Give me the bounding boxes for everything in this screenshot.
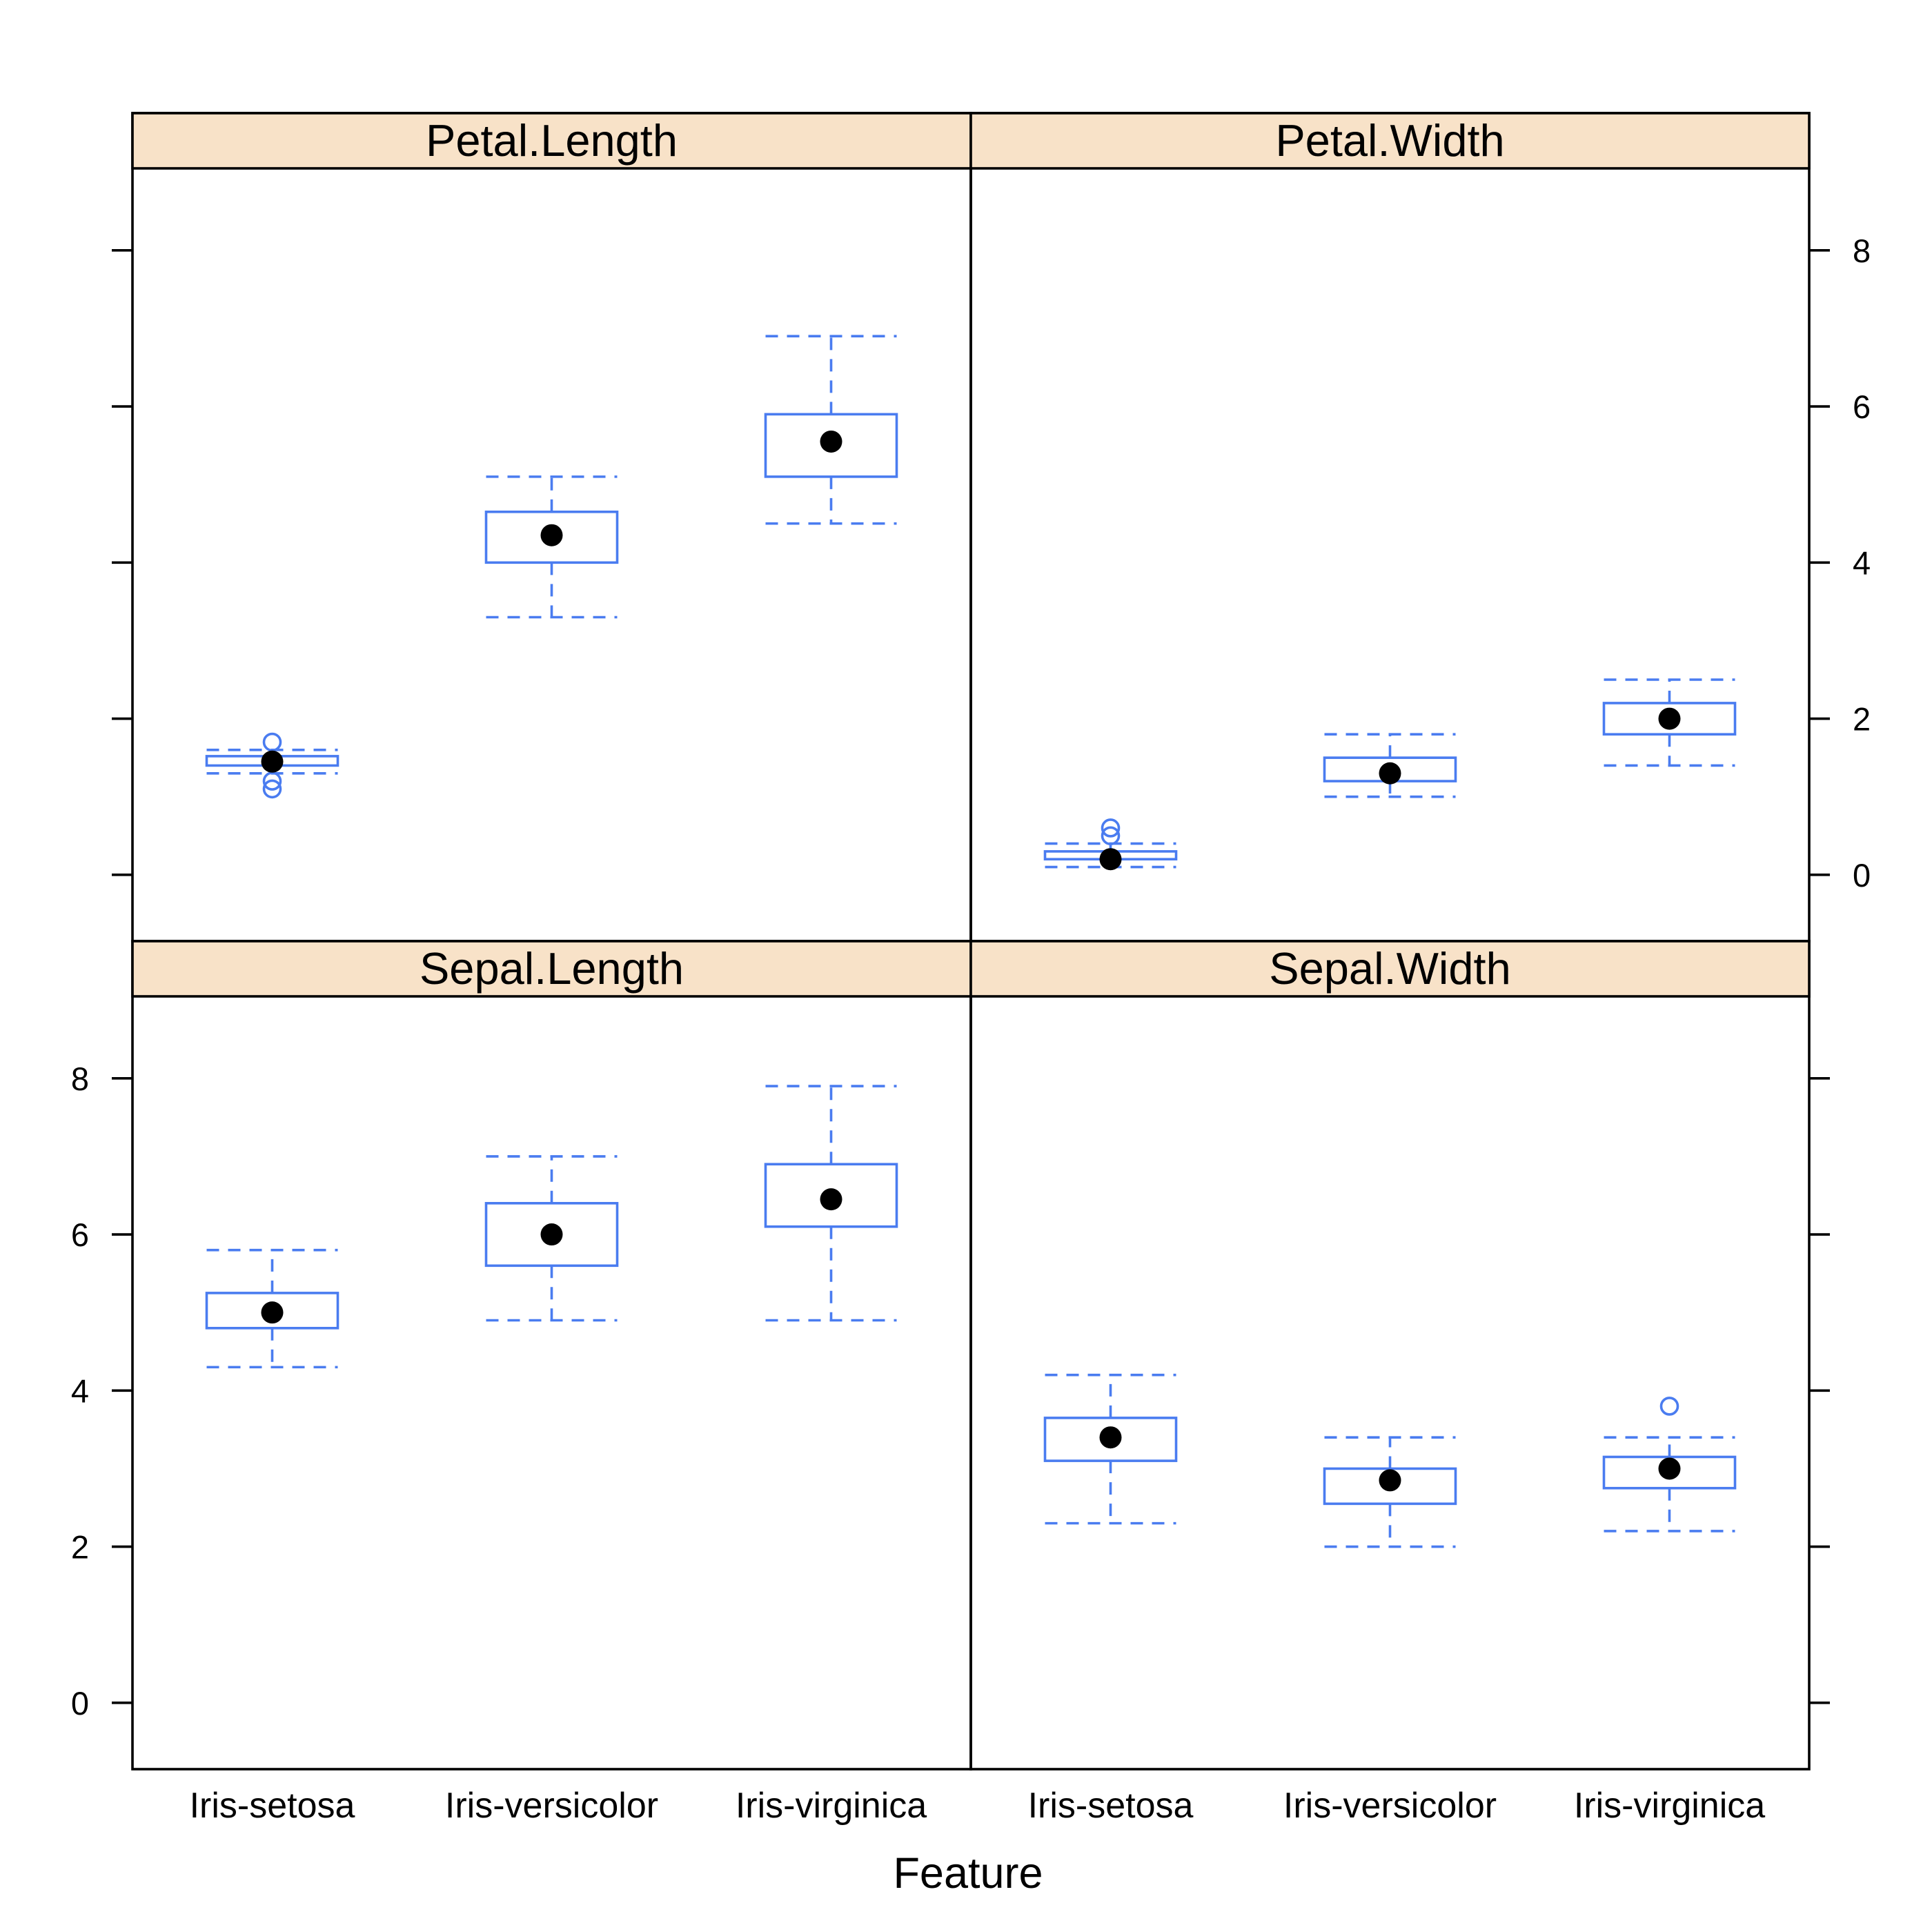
median-point (261, 750, 284, 773)
median-point (1658, 1457, 1681, 1480)
boxplot-group (764, 335, 898, 525)
outlier-point (262, 779, 282, 799)
median-point (1379, 762, 1401, 785)
x-tick-label: Iris-versicolor (445, 1786, 658, 1826)
outlier-point (1101, 818, 1121, 838)
y-tick-label: 0 (71, 1685, 89, 1722)
median-point (540, 524, 563, 546)
iqr-box (484, 510, 619, 564)
median-point (540, 1223, 563, 1246)
iqr-box (764, 413, 898, 478)
iqr-box (205, 1292, 339, 1330)
boxplot-group (1323, 1436, 1457, 1548)
boxplot-group (484, 1155, 619, 1322)
y-tick-label: 4 (71, 1372, 89, 1409)
outlier-point (1101, 826, 1121, 846)
panel-title: Petal.Length (426, 115, 678, 166)
y-tick-label: 8 (1853, 233, 1871, 269)
iqr-box (1602, 1455, 1737, 1490)
x-tick-label: Iris-setosa (190, 1786, 355, 1826)
y-tick-label: 2 (71, 1529, 89, 1566)
panel-strips: Petal.Length Petal.Width Sepal.Length Sepal… (131, 112, 1811, 998)
boxplot-group (1323, 733, 1457, 798)
y-tick-label: 4 (1853, 544, 1871, 581)
y-tick-label: 8 (71, 1061, 89, 1097)
panel-strip (131, 940, 972, 998)
median-point (820, 1188, 842, 1211)
panel-frame (131, 940, 972, 1771)
boxplot-group (1043, 818, 1178, 871)
panel-title: Petal.Width (1275, 115, 1504, 166)
box-marks (205, 335, 1737, 1548)
panel-strip (969, 940, 1811, 998)
median-point (261, 1301, 284, 1324)
iqr-box (1323, 1467, 1457, 1506)
boxplot-group (764, 1085, 898, 1322)
boxplot-group (205, 732, 339, 799)
boxplot-group (1602, 678, 1737, 767)
panel-title: Sepal.Length (420, 943, 684, 994)
y-tick-label: 6 (1853, 388, 1871, 425)
boxplot-group (1602, 1397, 1737, 1532)
axis-ticks: 0 2 4 6 8 0 2 4 6 8 Iris-setosa Iris-versicolor Iris… (71, 233, 1871, 1826)
median-point (1099, 1426, 1122, 1449)
panel-frame (969, 940, 1811, 1771)
y-tick-label: 0 (1853, 857, 1871, 894)
outlier-point (1659, 1397, 1679, 1416)
median-point (820, 430, 842, 453)
x-axis-title: Feature (893, 1849, 1043, 1897)
boxplot-group (1043, 1373, 1178, 1525)
x-tick-label: Iris-setosa (1028, 1786, 1194, 1826)
panel-frame (969, 112, 1811, 943)
x-tick-label: Iris-virginica (1574, 1786, 1765, 1826)
x-tick-label: Iris-versicolor (1283, 1786, 1497, 1826)
panel-strip (131, 112, 972, 170)
y-tick-label: 2 (1853, 701, 1871, 738)
median-point (1099, 848, 1122, 871)
y-tick-label: 6 (71, 1216, 89, 1253)
panel-title: Sepal.Width (1269, 943, 1510, 994)
iqr-box (764, 1163, 898, 1228)
outlier-point (262, 771, 282, 791)
iqr-box (1043, 1417, 1178, 1462)
panel-strip (969, 112, 1811, 170)
median-point (1658, 707, 1681, 730)
median-point (1379, 1469, 1401, 1492)
x-tick-label: Iris-virginica (736, 1786, 927, 1826)
outlier-point (262, 732, 282, 752)
iqr-box (484, 1201, 619, 1268)
iqr-box (1602, 702, 1737, 736)
boxplot-group (205, 1248, 339, 1369)
boxplot-group (484, 475, 619, 619)
